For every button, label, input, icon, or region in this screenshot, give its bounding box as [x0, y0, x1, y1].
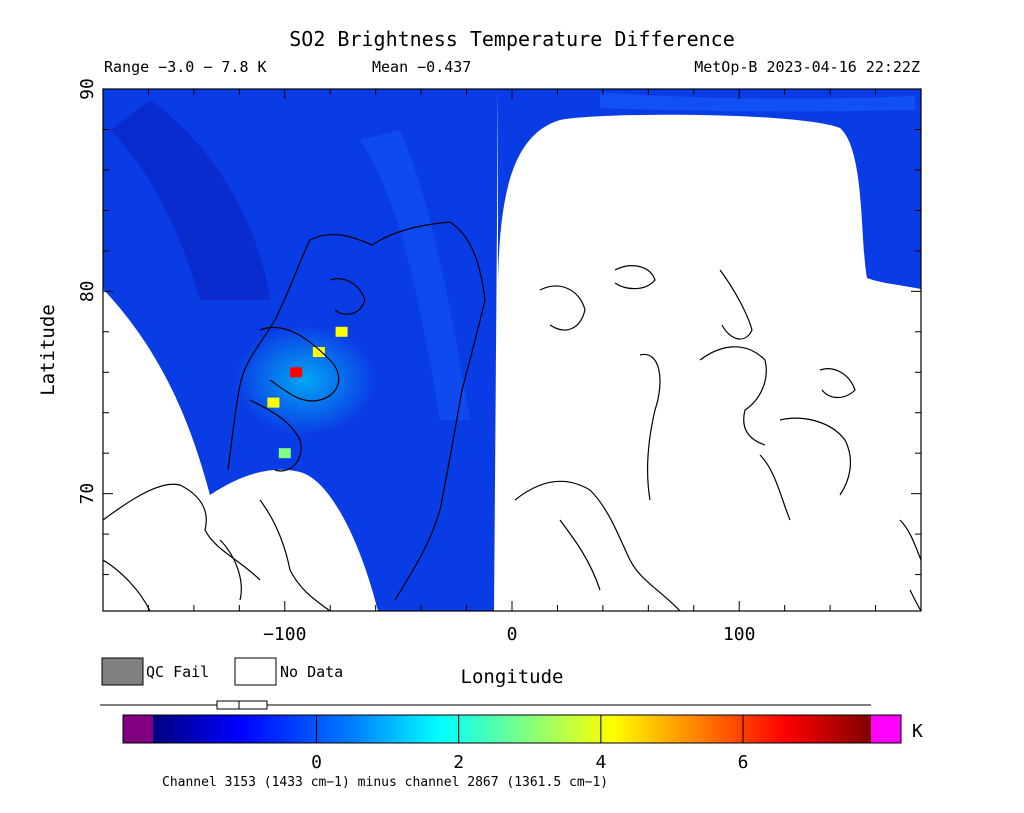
x-tick-label: −100: [263, 624, 306, 645]
colorbar: 0 2 4 6 K: [100, 700, 923, 773]
colorbar-tick-label: 0: [311, 752, 322, 773]
swath-shade-3: [600, 92, 915, 112]
legend: QC Fail No Data: [101, 657, 343, 686]
axis-labels: −100 0 100 70 80 90: [77, 78, 755, 645]
plume-glow: [235, 325, 375, 435]
x-tick-label: 100: [723, 624, 756, 645]
satellite-time: MetOp-B 2023-04-16 22:22Z: [694, 58, 920, 76]
colorbar-under: [123, 715, 153, 743]
legend-swatch-no-data: [234, 657, 277, 686]
plume-point: [267, 397, 280, 408]
colorbar-gradient: [153, 715, 871, 743]
y-axis-label: Latitude: [37, 304, 59, 396]
legend-swatch-qc-fail: [101, 657, 144, 686]
colorbar-tick-label: 6: [738, 752, 749, 773]
legend-label-no-data: No Data: [280, 663, 343, 681]
x-tick-label: 0: [507, 624, 518, 645]
plume-point: [312, 347, 325, 358]
y-tick-label: 80: [77, 280, 98, 302]
coastlines: [103, 221, 921, 611]
plume-point: [278, 448, 291, 459]
mean-text: Mean −0.437: [372, 58, 471, 76]
swath-shade: [110, 100, 270, 300]
y-tick-label: 70: [77, 483, 98, 505]
axis-ticks: [102, 88, 922, 611]
plume-point: [335, 326, 348, 337]
chart-title: SO2 Brightness Temperature Difference: [289, 27, 735, 51]
colorbar-frame: [122, 714, 902, 744]
plume-point: [290, 367, 303, 378]
colorbar-tick-labels: 0 2 4 6: [311, 752, 748, 773]
footer-note: Channel 3153 (1433 cm−1) minus channel 2…: [162, 775, 608, 790]
x-axis-label: Longitude: [461, 666, 564, 688]
y-tick-label: 90: [77, 78, 98, 100]
plume-marks: [267, 326, 348, 459]
range-text: Range −3.0 − 7.8 K: [104, 58, 267, 76]
colorbar-range-box: [216, 700, 268, 710]
plot-area: [103, 89, 921, 611]
swath-shade-2: [360, 130, 470, 420]
colorbar-ticks: [316, 715, 744, 743]
legend-label-qc-fail: QC Fail: [146, 663, 209, 681]
colorbar-tick-label: 4: [595, 752, 606, 773]
colorbar-over: [871, 715, 901, 743]
colorbar-unit: K: [912, 721, 923, 742]
colorbar-tick-label: 2: [453, 752, 464, 773]
